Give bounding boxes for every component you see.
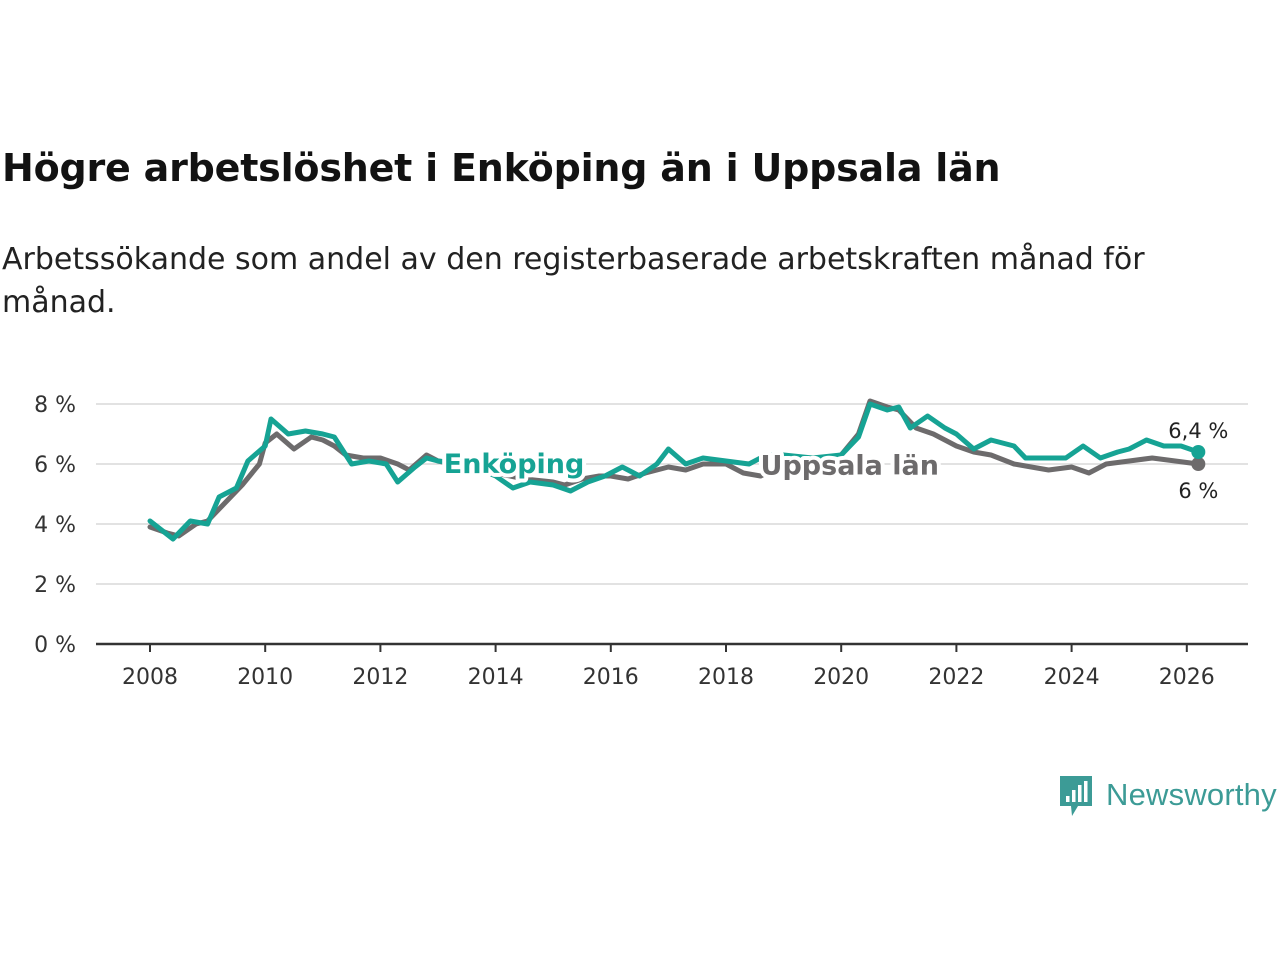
series-label-halo: Uppsala län [761,451,939,482]
series-label-halo: Enköping [444,449,585,480]
series-end-marker [1191,457,1206,471]
brand-footer: Newsworthy [1058,772,1277,818]
newsworthy-logo-icon [1060,776,1092,816]
y-tick-label: 2 % [34,573,76,598]
x-tick-label: 2008 [122,665,178,690]
series-end-label: 6,4 % [1168,419,1228,443]
x-tick-label: 2026 [1159,665,1215,690]
y-axis: 0 % 2 % 4 % 6 % 8 % [34,393,76,658]
line-chart: 0 % 2 % 4 % 6 % 8 % 2008 2010 2012 2014 2016 2018… [34,393,1248,690]
x-tick-label: 2016 [583,665,639,690]
gridlines [96,403,1248,585]
series-end-label: 6 % [1178,479,1218,503]
series-line-enk-ping [147,401,1201,542]
x-tick-label: 2022 [928,665,984,690]
y-tick-label: 0 % [34,633,76,658]
series-label: Uppsala län [761,451,939,482]
series-lines [147,398,1206,542]
series-line-uppsala-l-n [147,398,1201,539]
x-tick-label: 2024 [1044,665,1100,690]
x-tick-label: 2012 [352,665,408,690]
x-axis: 2008 2010 2012 2014 2016 2018 2020 2022 2024 2026 [96,642,1248,690]
y-tick-label: 6 % [34,453,76,478]
series-end-marker [1191,445,1206,459]
y-tick-label: 4 % [34,513,76,538]
y-tick-label: 8 % [34,393,76,418]
x-tick-label: 2020 [813,665,869,690]
brand-name: Newsworthy [1106,777,1277,812]
chart-subtitle: Arbetssökande som andel av den registerb… [2,242,1145,320]
chart-title: Högre arbetslöshet i Enköping än i Uppsa… [2,146,1001,190]
x-tick-label: 2018 [698,665,754,690]
x-tick-label: 2014 [468,665,524,690]
x-tick-label: 2010 [237,665,293,690]
series-label: Enköping [444,449,585,480]
